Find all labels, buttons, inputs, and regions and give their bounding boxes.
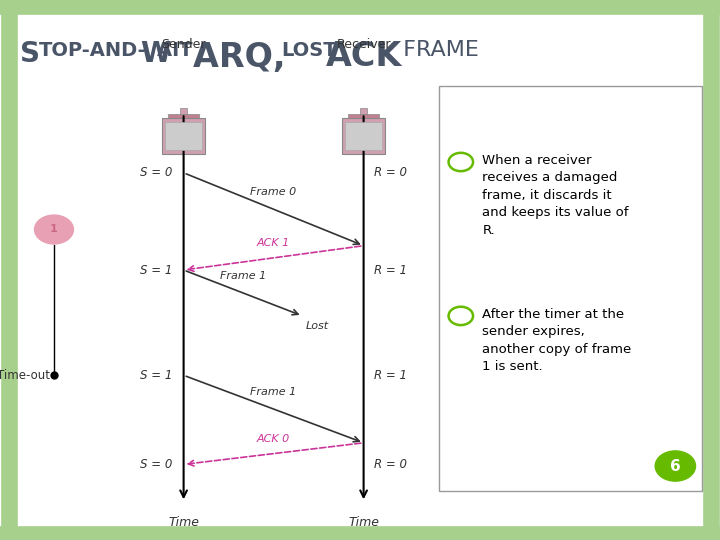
Text: Time-out: Time-out <box>0 369 50 382</box>
Text: ACK 0: ACK 0 <box>257 434 290 444</box>
FancyBboxPatch shape <box>348 114 379 118</box>
Text: R = 1: R = 1 <box>374 369 408 382</box>
Text: S: S <box>20 40 40 69</box>
Circle shape <box>34 214 74 245</box>
Text: 6: 6 <box>670 458 680 474</box>
Text: AIT: AIT <box>157 40 199 59</box>
Text: S = 0: S = 0 <box>140 458 173 471</box>
FancyBboxPatch shape <box>342 118 385 154</box>
Text: ACK: ACK <box>326 40 402 73</box>
Text: Sender: Sender <box>161 38 206 51</box>
Text: Frame 1: Frame 1 <box>220 271 266 281</box>
Text: Time: Time <box>348 516 379 529</box>
Text: 1: 1 <box>50 225 58 234</box>
Text: S = 1: S = 1 <box>140 264 173 276</box>
Text: TOP-AND-: TOP-AND- <box>39 40 146 59</box>
FancyBboxPatch shape <box>181 108 187 114</box>
FancyBboxPatch shape <box>361 108 367 114</box>
Circle shape <box>655 451 696 481</box>
Text: ACK 1: ACK 1 <box>257 238 290 248</box>
Text: When a receiver
receives a damaged
frame, it discards it
and keeps its value of
: When a receiver receives a damaged frame… <box>482 154 629 237</box>
FancyBboxPatch shape <box>162 118 205 154</box>
Text: Lost: Lost <box>306 321 329 332</box>
Text: Receiver: Receiver <box>336 38 391 51</box>
Text: Time: Time <box>168 516 199 529</box>
Text: S = 1: S = 1 <box>140 369 173 382</box>
Text: Frame 0: Frame 0 <box>251 187 297 197</box>
Text: R = 1: R = 1 <box>374 264 408 276</box>
Text: After the timer at the
sender expires,
another copy of frame
1 is sent.: After the timer at the sender expires, a… <box>482 308 631 373</box>
FancyBboxPatch shape <box>346 123 382 150</box>
FancyBboxPatch shape <box>439 86 702 491</box>
Text: W: W <box>140 40 171 69</box>
Text: S = 0: S = 0 <box>140 166 173 179</box>
Text: Frame 1: Frame 1 <box>251 387 297 397</box>
Text: LOST: LOST <box>281 40 336 59</box>
Text: ARQ,: ARQ, <box>193 40 297 73</box>
Text: FRAME: FRAME <box>389 40 479 60</box>
FancyBboxPatch shape <box>168 114 199 118</box>
Text: R = 0: R = 0 <box>374 458 408 471</box>
Text: R = 0: R = 0 <box>374 166 408 179</box>
FancyBboxPatch shape <box>166 123 202 150</box>
